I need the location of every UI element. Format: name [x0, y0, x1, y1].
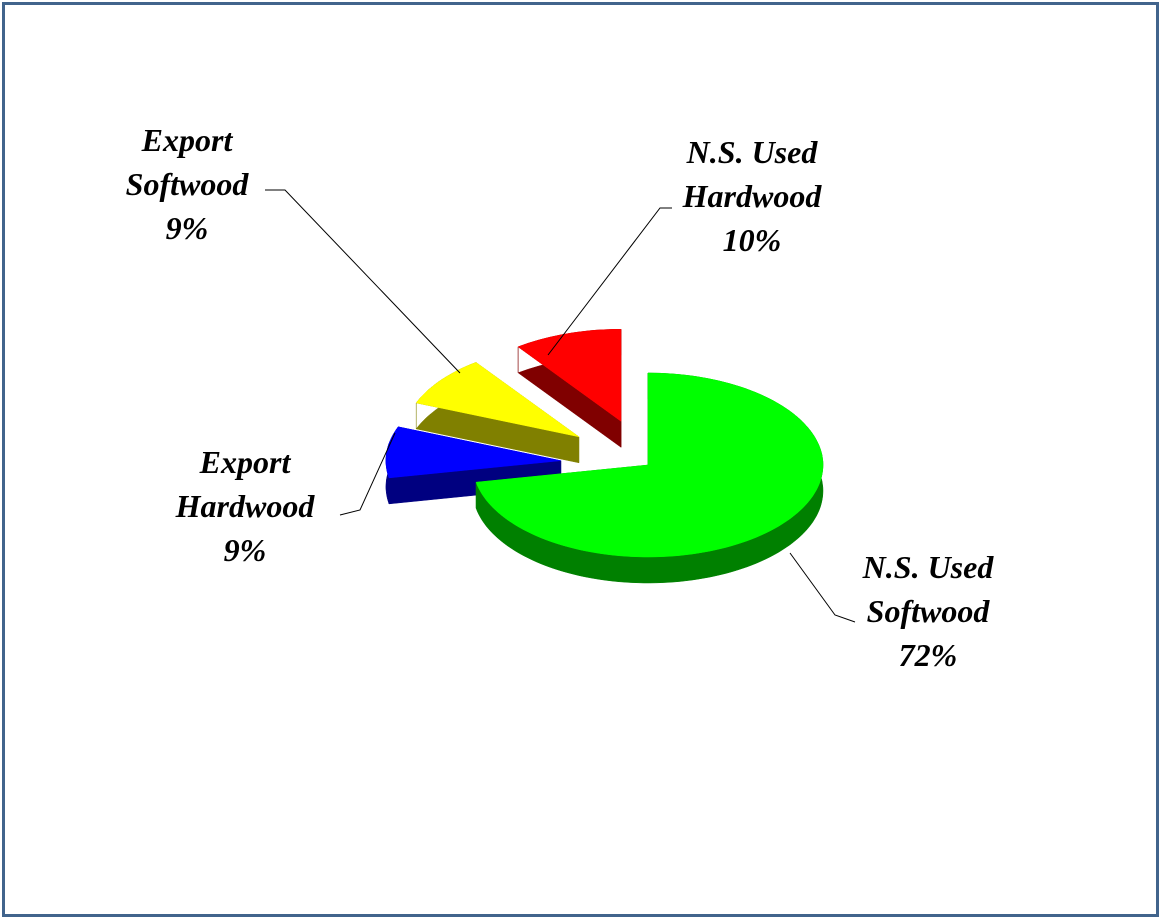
value-label: 9% [223, 532, 267, 568]
category-label: N.S. Used Hardwood [682, 134, 822, 214]
slice [415, 362, 580, 438]
data-label: Export Softwood 9% [97, 118, 277, 250]
data-label: N.S. Used Hardwood 10% [662, 130, 842, 262]
category-label: N.S. Used Softwood [862, 549, 994, 629]
value-label: 10% [722, 222, 782, 258]
leader-line [789, 552, 856, 623]
value-label: 72% [898, 637, 958, 673]
slice [475, 372, 824, 558]
leader-line [547, 207, 672, 356]
data-label: Export Hardwood 9% [155, 440, 335, 572]
data-label: N.S. Used Softwood 72% [838, 545, 1018, 677]
category-label: Export Softwood [125, 122, 249, 202]
category-label: Export Hardwood [175, 444, 315, 524]
leader-line [265, 189, 461, 374]
value-label: 9% [165, 210, 209, 246]
slice [517, 329, 622, 422]
leader-line [339, 432, 396, 516]
